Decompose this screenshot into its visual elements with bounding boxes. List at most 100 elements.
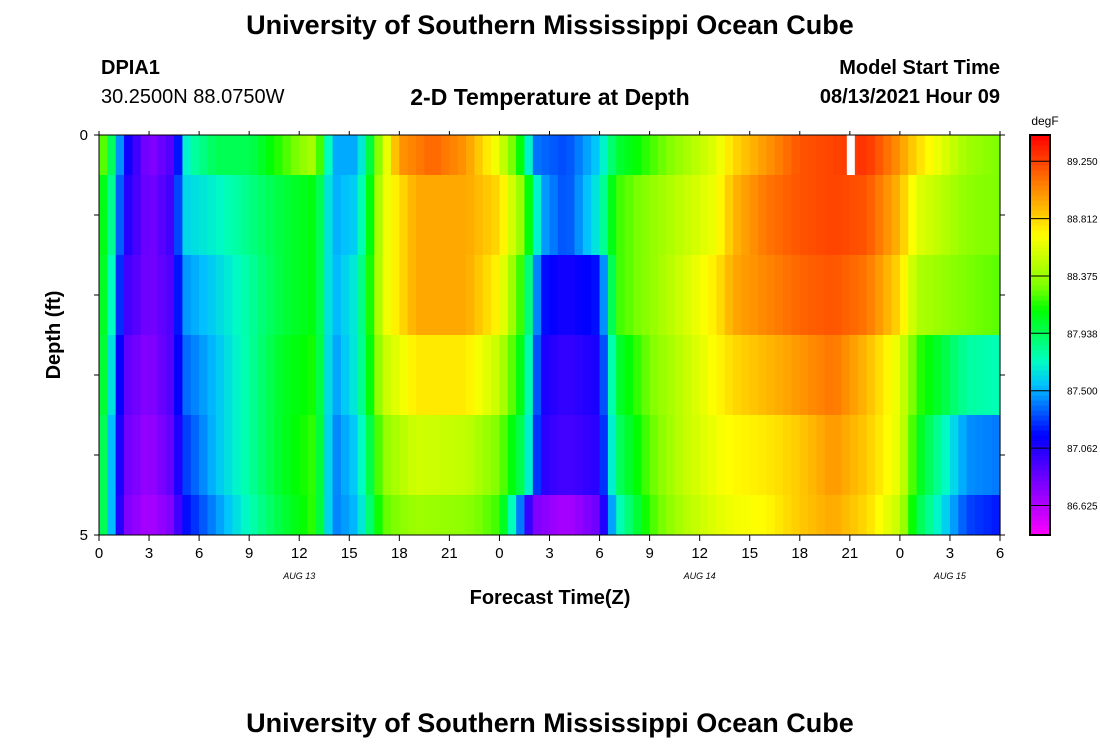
x-tick-label: 0	[495, 545, 503, 562]
heatmap-cell	[849, 255, 859, 336]
colorbar-segment	[1030, 310, 1050, 316]
heatmap-cell	[124, 135, 133, 176]
heatmap-cell	[682, 415, 692, 496]
heatmap-cell	[699, 335, 709, 416]
heatmap-cell	[282, 495, 292, 536]
heatmap-cell	[566, 255, 576, 336]
heatmap-cell	[215, 135, 225, 176]
heatmap-cell	[157, 335, 167, 416]
x-axis: 0 3 6 9 12 15 18 21 0 3 6 9 12 15 18 21 0 3 6 AUG 13 AUG 14 A…	[95, 131, 1004, 581]
heatmap-cell	[874, 495, 884, 536]
heatmap-cell	[549, 175, 559, 256]
heatmap-cell	[165, 495, 175, 536]
heatmap-cell	[624, 415, 634, 496]
colorbar-segment	[1030, 245, 1050, 251]
colorbar-tick-label: 88.812	[1067, 215, 1098, 226]
colorbar-segment	[1030, 525, 1050, 531]
heatmap-cell	[274, 175, 284, 256]
heatmap-cell	[657, 175, 667, 256]
heatmap-cell	[691, 415, 701, 496]
heatmap-cell	[574, 255, 584, 336]
heatmap-cell	[174, 335, 184, 416]
colorbar-segment	[1030, 370, 1050, 376]
heatmap-cell	[966, 335, 976, 416]
x-tick-label: 3	[145, 545, 153, 562]
heatmap-cell	[340, 135, 350, 176]
heatmap-cell	[649, 255, 659, 336]
heatmap-cell	[174, 415, 184, 496]
heatmap-cell	[257, 415, 267, 496]
heatmap-cell	[315, 175, 325, 256]
heatmap-cell	[899, 335, 909, 416]
heatmap-cell	[924, 335, 934, 416]
heatmap-cell	[99, 135, 108, 176]
colorbar-segment	[1030, 450, 1050, 456]
heatmap-cell	[699, 135, 709, 176]
heatmap-cell	[841, 495, 851, 536]
heatmap-cell	[115, 255, 125, 336]
heatmap-cell	[190, 135, 200, 176]
heatmap-cell	[407, 175, 417, 256]
colorbar-segment	[1030, 150, 1050, 156]
heatmap-cell	[758, 175, 767, 256]
heatmap-cell	[582, 255, 592, 336]
heatmap-cell	[916, 175, 926, 256]
heatmap-cell	[641, 415, 651, 496]
heatmap-cell	[574, 415, 584, 496]
heatmap-cell	[958, 415, 968, 496]
heatmap-cell	[682, 495, 692, 536]
heatmap-cell	[124, 415, 133, 496]
heatmap-cell	[699, 255, 709, 336]
heatmap-cell	[224, 135, 234, 176]
heatmap-cell	[591, 135, 601, 176]
heatmap-cell	[891, 135, 901, 176]
heatmap-cell	[699, 495, 709, 536]
heatmap-cell	[432, 495, 442, 536]
heatmap-cell	[858, 135, 868, 176]
heatmap-cell	[190, 175, 200, 256]
heatmap-cell	[799, 335, 809, 416]
heatmap-cell	[399, 335, 409, 416]
colorbar-segment	[1030, 280, 1050, 286]
heatmap-cell	[607, 135, 617, 176]
colorbar-segment	[1030, 340, 1050, 346]
heatmap-cell	[749, 495, 759, 536]
heatmap-cell	[791, 495, 801, 536]
heatmap-cell	[307, 335, 317, 416]
heatmap-cell	[574, 495, 584, 536]
heatmap-cell	[482, 335, 492, 416]
heatmap-cell	[407, 495, 417, 536]
heatmap-cell	[165, 135, 175, 176]
x-tick-label: 15	[741, 545, 758, 562]
heatmap-cell	[274, 335, 284, 416]
heatmap-cell	[482, 415, 492, 496]
heatmap-cell	[282, 255, 292, 336]
colorbar-segment	[1030, 200, 1050, 206]
colorbar-segment	[1030, 530, 1050, 536]
colorbar-segment	[1030, 305, 1050, 311]
heatmap-cell	[841, 135, 851, 176]
heatmap-cell	[799, 415, 809, 496]
heatmap-cell	[824, 335, 834, 416]
heatmap-cell	[841, 255, 851, 336]
missing-data-cell	[846, 135, 855, 175]
heatmap-cell	[949, 495, 959, 536]
x-tick-label: 0	[95, 545, 103, 562]
station-id: DPIA1	[101, 57, 160, 79]
heatmap-cell	[390, 495, 400, 536]
heatmap-cell	[432, 175, 442, 256]
heatmap-cell	[908, 415, 918, 496]
heatmap-cell	[257, 335, 267, 416]
heatmap-cell	[365, 175, 375, 256]
heatmap-cell	[708, 135, 717, 176]
colorbar-segment	[1030, 250, 1050, 256]
heatmap-cell	[174, 135, 184, 176]
heatmap-cell	[908, 335, 918, 416]
heatmap-cell	[899, 415, 909, 496]
heatmap-cell	[741, 335, 751, 416]
heatmap-cell	[783, 415, 793, 496]
heatmap-cell	[232, 335, 242, 416]
heatmap-cell	[340, 255, 350, 336]
heatmap-cell	[457, 415, 467, 496]
heatmap-cell	[924, 175, 934, 256]
